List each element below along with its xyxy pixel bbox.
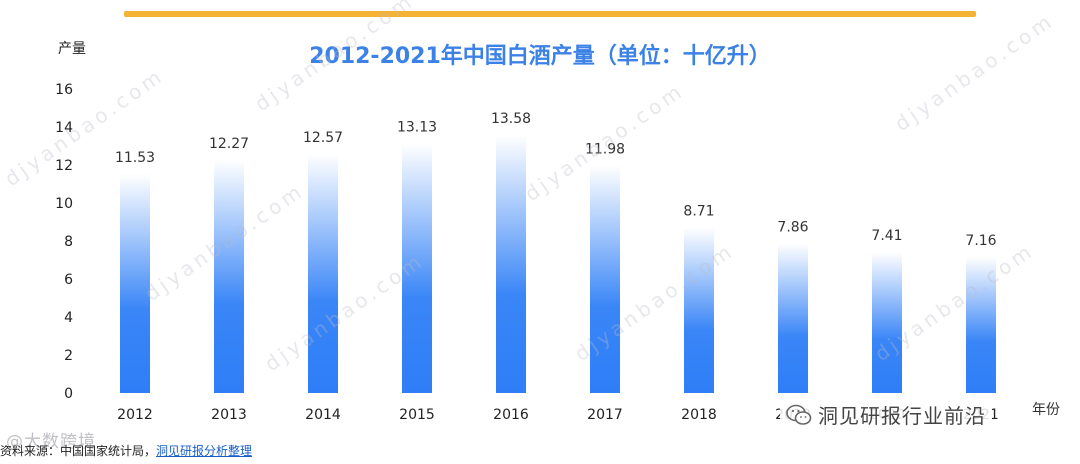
bar [496,134,526,394]
bar-value-label: 11.98 [585,141,625,157]
source-note: 资料来源：中国国家统计局，洞见研报分析整理 [0,442,252,459]
bar-value-label: 13.13 [397,120,437,136]
bar [684,227,714,393]
wechat-icon [786,404,812,425]
y-tick-label: 0 [64,386,73,402]
y-tick-label: 8 [64,234,73,250]
y-tick-label: 14 [55,120,73,136]
bar-value-label: 12.27 [209,136,249,152]
value-labels: 11.53 12.27 12.57 13.13 13.58 11.98 8.71 7.86 7.… [115,111,997,249]
y-tick-label: 4 [64,310,73,326]
x-tick-label: 2015 [399,407,435,423]
bar [402,143,432,393]
source-org: 中国国家统计局， [60,444,157,458]
y-tick-label: 16 [55,82,73,98]
bars-group [120,134,996,394]
bar [590,165,620,393]
x-tick-label: 2014 [305,407,341,423]
bar-value-label: 12.57 [303,130,343,146]
y-axis-ticks: 0 2 4 6 8 10 12 14 16 [55,82,73,402]
x-tick-label: 2016 [493,407,529,423]
bar [120,173,150,393]
bar-value-label: 7.41 [871,228,902,244]
bar [966,256,996,393]
bar-value-label: 8.71 [683,204,714,220]
x-tick-label: 2013 [211,407,247,423]
x-tick-label: 2012 [117,407,153,423]
bar-value-label: 7.16 [965,233,996,249]
source-analyst-link[interactable]: 洞见研报分析整理 [156,444,253,458]
bar-value-label: 11.53 [115,150,155,166]
bar [214,159,244,393]
bar-value-label: 13.58 [491,111,531,127]
wechat-account-badge: 洞见研报行业前沿 [780,400,992,429]
x-axis-unit: 年份 [1030,399,1062,419]
chart-title: 2012-2021年中国白酒产量（单位：十亿升） [309,44,771,69]
y-tick-label: 2 [64,348,73,364]
bar [308,154,338,393]
y-tick-label: 10 [55,196,73,212]
source-prefix: 资料来源： [0,444,61,458]
wechat-account-name: 洞见研报行业前沿 [818,404,986,428]
y-tick-label: 6 [64,272,73,288]
corner-logo: @大数跨境 [6,432,96,452]
accent-top-bar [124,11,976,17]
y-tick-label: 12 [55,158,73,174]
bar-value-label: 7.86 [777,220,808,236]
y-axis-label: 产量 [58,41,86,57]
x-tick-label: 2018 [681,407,717,423]
x-tick-label: 2017 [587,407,623,423]
bar [778,243,808,393]
bar [872,252,902,393]
